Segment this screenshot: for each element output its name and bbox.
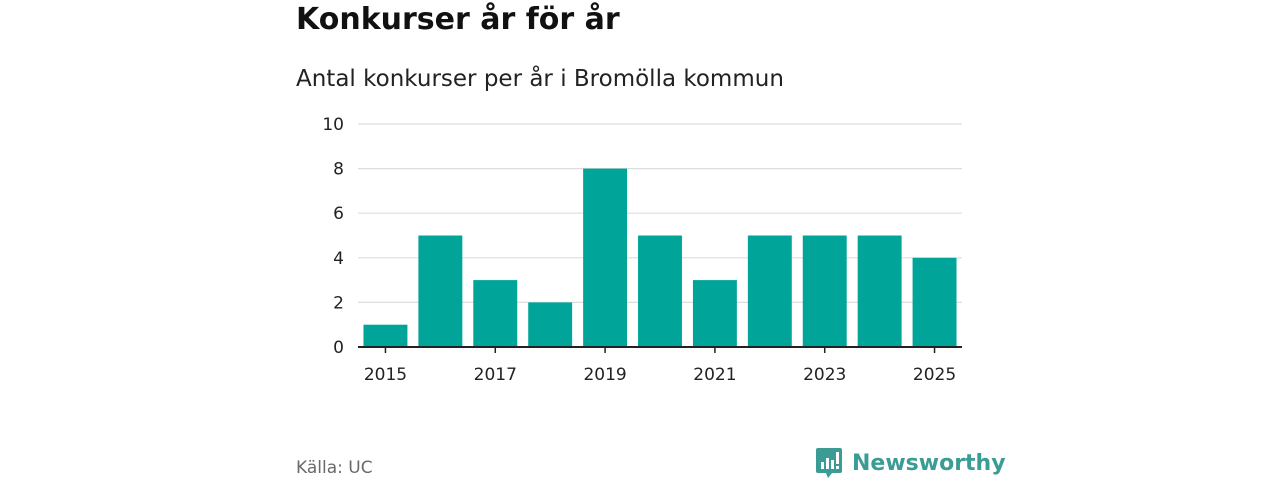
- bar-2019: [583, 168, 628, 347]
- x-tick-label: 2017: [474, 365, 517, 385]
- brand-name: Newsworthy: [852, 450, 1006, 476]
- bar-2023: [802, 235, 847, 347]
- y-tick-label: 2: [333, 293, 344, 313]
- x-tick-marks: [384, 347, 936, 353]
- y-tick-label: 8: [333, 160, 344, 180]
- y-tick-label: 6: [333, 204, 344, 224]
- newsworthy-logo: Newsworthy: [815, 446, 1006, 480]
- bar-2022: [747, 235, 792, 347]
- bar-2016: [418, 235, 463, 347]
- chart-title: Konkurser år för år: [296, 2, 620, 37]
- y-tick-label: 0: [333, 338, 344, 358]
- bar-2015: [363, 324, 408, 347]
- bar-2020: [638, 235, 682, 347]
- x-tick-label: 2025: [913, 365, 956, 385]
- y-tick-label: 10: [322, 115, 344, 135]
- y-tick-label: 4: [333, 249, 344, 269]
- newsworthy-logo-icon: [816, 448, 842, 478]
- x-tick-labels: 2015 2017 2019 2021 2023 2025: [364, 365, 956, 385]
- x-tick-label: 2023: [803, 365, 846, 385]
- bars: [363, 168, 957, 347]
- bar-2025: [912, 257, 957, 347]
- x-tick-label: 2019: [583, 365, 626, 385]
- chart-subtitle: Antal konkurser per år i Bromölla kommun: [296, 66, 784, 92]
- source-note: Källa: UC: [296, 458, 373, 478]
- bar-2021: [692, 280, 737, 347]
- x-tick-label: 2021: [693, 365, 736, 385]
- bar-2018: [528, 302, 573, 347]
- y-tick-labels: 0 2 4 6 8 10: [322, 115, 344, 358]
- bar-2024: [857, 235, 902, 347]
- bar-2017: [473, 280, 518, 347]
- x-tick-label: 2015: [364, 365, 407, 385]
